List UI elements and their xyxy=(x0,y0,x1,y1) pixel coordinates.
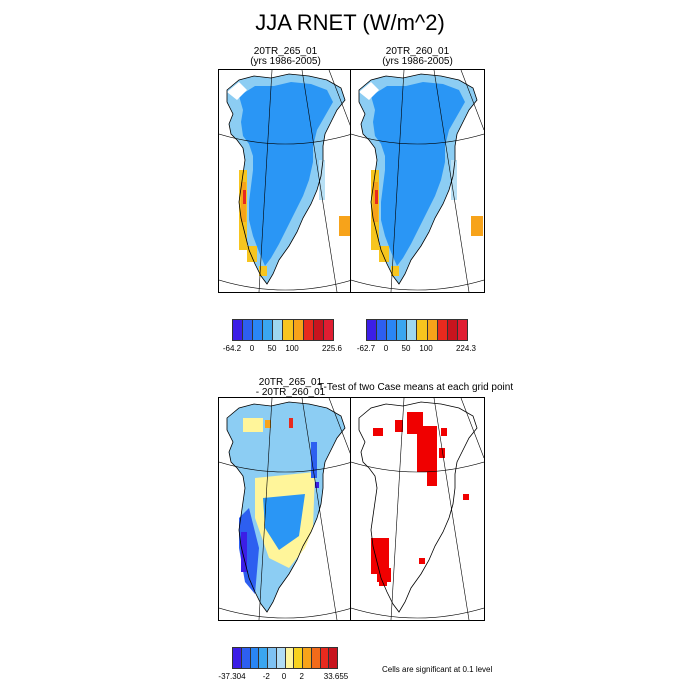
colorbar-swatch xyxy=(407,320,418,340)
panel-3-title-line2: - 20TR_260_01 xyxy=(255,387,326,398)
colorbar-swatch xyxy=(311,648,321,668)
colorbar-swatch xyxy=(367,320,378,340)
colorbar-tick-label: 100 xyxy=(419,344,433,353)
colorbar-swatch xyxy=(303,648,312,668)
map-panel-case2 xyxy=(350,69,485,293)
panel-2-title: 20TR_260_01 (yrs 1986-2005) xyxy=(350,47,485,67)
colorbar-swatch xyxy=(273,320,284,340)
colorbar-tick-label: 33.655 xyxy=(323,672,349,681)
colorbar-swatch xyxy=(283,320,294,340)
colorbar-difference xyxy=(232,647,338,669)
colorbar-swatch xyxy=(303,320,314,340)
panel-1-title: 20TR_265_01 (yrs 1986-2005) xyxy=(218,47,353,67)
panel-4-title: T-Test of two Case means at each grid po… xyxy=(318,383,528,393)
colorbar-swatch xyxy=(233,320,244,340)
colorbar-tick-label: 0 xyxy=(249,344,255,353)
panel-3-title-line1: 20TR_265_01 xyxy=(258,377,323,388)
colorbar-swatch xyxy=(437,320,448,340)
panel-1-title-line1: 20TR_265_01 xyxy=(253,46,318,57)
colorbar-tick-label: -37.304 xyxy=(218,672,246,681)
colorbar-tick-label: -2 xyxy=(262,672,270,681)
colorbar-swatch xyxy=(417,320,428,340)
colorbar-swatch xyxy=(250,648,260,668)
colorbar-swatch xyxy=(294,648,303,668)
greenland-map-case1 xyxy=(219,70,352,292)
panel-2-title-line1: 20TR_260_01 xyxy=(385,46,450,57)
colorbar-tick-label: 0 xyxy=(281,672,287,681)
page-title: JJA RNET (W/m^2) xyxy=(255,10,445,35)
colorbar-swatch xyxy=(377,320,388,340)
colorbar-swatch xyxy=(320,648,330,668)
colorbar-tick-label: -64.2 xyxy=(222,344,242,353)
significance-note: Cells are significant at 0.1 level xyxy=(382,665,493,674)
colorbar-swatch xyxy=(241,648,251,668)
colorbar-tick-label: 50 xyxy=(267,344,277,353)
colorbar-swatch xyxy=(457,320,467,340)
colorbar-tick-label: 224.3 xyxy=(455,344,477,353)
map-panel-case1 xyxy=(218,69,353,293)
colorbar-swatch xyxy=(268,648,277,668)
panel-3-title: 20TR_265_01 - 20TR_260_01 xyxy=(228,378,353,398)
colorbar-swatch xyxy=(313,320,324,340)
colorbar-swatch xyxy=(447,320,458,340)
colorbar-tick-label: 100 xyxy=(285,344,299,353)
colorbar-tick-label: 50 xyxy=(401,344,411,353)
colorbar-swatch xyxy=(285,648,295,668)
map-panel-difference xyxy=(218,397,353,621)
colorbar-tick-label: 0 xyxy=(383,344,389,353)
colorbar-tick-label: -62.7 xyxy=(356,344,376,353)
colorbar-swatch xyxy=(243,320,254,340)
map-panel-ttest xyxy=(350,397,485,621)
greenland-map-difference xyxy=(219,398,352,620)
panel-4-title-line1: T-Test of two Case means at each grid po… xyxy=(318,382,514,393)
colorbar-swatch xyxy=(263,320,274,340)
colorbar-swatch xyxy=(276,648,286,668)
colorbar-swatch xyxy=(253,320,264,340)
greenland-map-ttest xyxy=(351,398,484,620)
colorbar-swatch xyxy=(233,648,242,668)
colorbar-swatch xyxy=(397,320,408,340)
panel-1-title-line2: (yrs 1986-2005) xyxy=(250,56,321,67)
colorbar-tick-label: 2 xyxy=(299,672,304,681)
colorbar-swatch xyxy=(329,648,337,668)
colorbar-swatch xyxy=(427,320,438,340)
panel-2-title-line2: (yrs 1986-2005) xyxy=(382,56,453,67)
colorbar-case1 xyxy=(232,319,334,341)
colorbar-tick-label: 225.6 xyxy=(321,344,343,353)
colorbar-case2 xyxy=(366,319,468,341)
greenland-map-case2 xyxy=(351,70,484,292)
colorbar-swatch xyxy=(387,320,398,340)
colorbar-swatch xyxy=(323,320,333,340)
colorbar-swatch xyxy=(293,320,304,340)
colorbar-swatch xyxy=(259,648,268,668)
